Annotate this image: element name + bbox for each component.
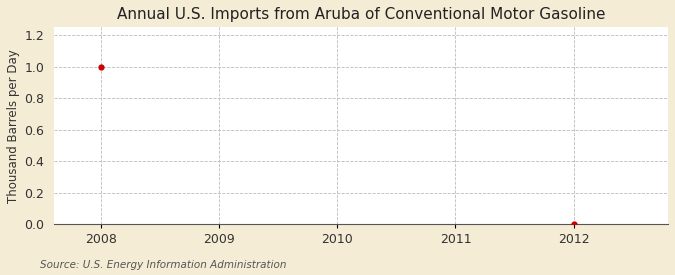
Y-axis label: Thousand Barrels per Day: Thousand Barrels per Day bbox=[7, 49, 20, 202]
Text: Source: U.S. Energy Information Administration: Source: U.S. Energy Information Administ… bbox=[40, 260, 287, 270]
Title: Annual U.S. Imports from Aruba of Conventional Motor Gasoline: Annual U.S. Imports from Aruba of Conven… bbox=[117, 7, 605, 22]
